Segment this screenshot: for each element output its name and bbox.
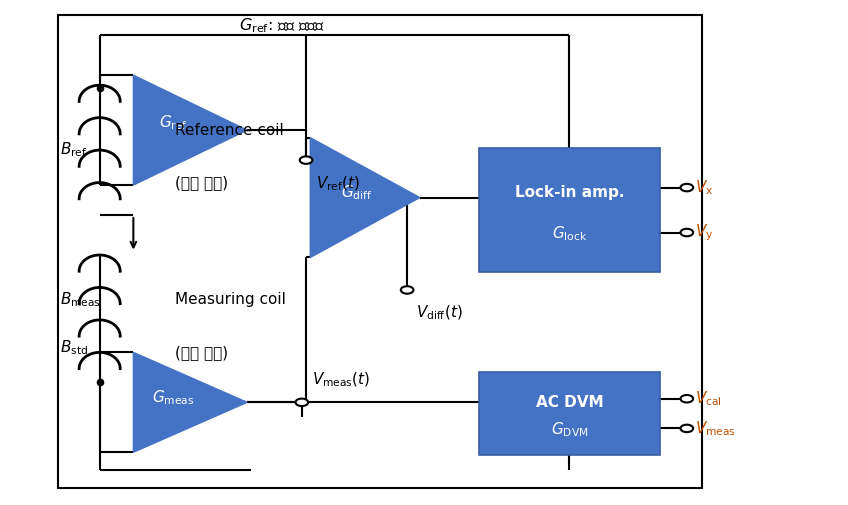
- Text: $\it{V}_{\rm{ref}}(\it{t})$: $\it{V}_{\rm{ref}}(\it{t})$: [316, 175, 360, 193]
- Circle shape: [681, 229, 693, 236]
- Text: $\it{G}_{\rm{meas}}$: $\it{G}_{\rm{meas}}$: [152, 388, 194, 407]
- Text: AC DVM: AC DVM: [535, 394, 603, 410]
- Text: $\it{V}_{\rm{x}}$: $\it{V}_{\rm{x}}$: [695, 178, 714, 197]
- Bar: [479, 372, 660, 455]
- Text: $\it{V}_{\rm{meas}}(\it{t})$: $\it{V}_{\rm{meas}}(\it{t})$: [312, 371, 371, 389]
- Text: $\it{V}_{\rm{meas}}$: $\it{V}_{\rm{meas}}$: [695, 419, 736, 438]
- Text: $\it{V}_{\rm{cal}}$: $\it{V}_{\rm{cal}}$: [695, 389, 722, 408]
- Text: $\it{G}_{\rm{DVM}}$: $\it{G}_{\rm{DVM}}$: [550, 420, 588, 438]
- Polygon shape: [310, 138, 420, 258]
- Circle shape: [681, 425, 693, 432]
- Text: Measuring coil: Measuring coil: [176, 292, 287, 308]
- Text: $\it{V}_{\rm{y}}$: $\it{V}_{\rm{y}}$: [695, 222, 714, 243]
- Circle shape: [681, 184, 693, 191]
- Circle shape: [401, 286, 414, 294]
- Text: Lock-in amp.: Lock-in amp.: [515, 185, 624, 200]
- Text: $\it{G}_{\rm{ref}}$: $\it{G}_{\rm{ref}}$: [159, 113, 187, 132]
- Text: (기준 코일): (기준 코일): [176, 175, 229, 190]
- Circle shape: [681, 395, 693, 402]
- Text: $\it{V}_{\rm{diff}}(\it{t})$: $\it{V}_{\rm{diff}}(\it{t})$: [416, 303, 462, 322]
- Text: (측정 코일): (측정 코일): [176, 345, 229, 360]
- Text: Reference coil: Reference coil: [176, 123, 284, 138]
- Text: $\it{B}_{\rm{meas}}$: $\it{B}_{\rm{meas}}$: [60, 290, 101, 309]
- Text: $\it{G}_{\rm{ref}}$: 가변 증폭도: $\it{G}_{\rm{ref}}$: 가변 증폭도: [238, 16, 325, 35]
- Bar: [58, 15, 702, 488]
- Text: $\it{G}_{\rm{diff}}$: $\it{G}_{\rm{diff}}$: [341, 183, 372, 202]
- Text: $\it{B}_{\rm{ref}}$: $\it{B}_{\rm{ref}}$: [60, 141, 87, 160]
- Text: $\it{G}_{\rm{lock}}$: $\it{G}_{\rm{lock}}$: [552, 224, 587, 243]
- Text: $\it{B}_{\rm{std}}$: $\it{B}_{\rm{std}}$: [60, 338, 88, 357]
- Polygon shape: [133, 75, 247, 185]
- Circle shape: [299, 157, 312, 164]
- Circle shape: [295, 398, 308, 406]
- Polygon shape: [133, 352, 247, 452]
- Bar: [479, 147, 660, 273]
